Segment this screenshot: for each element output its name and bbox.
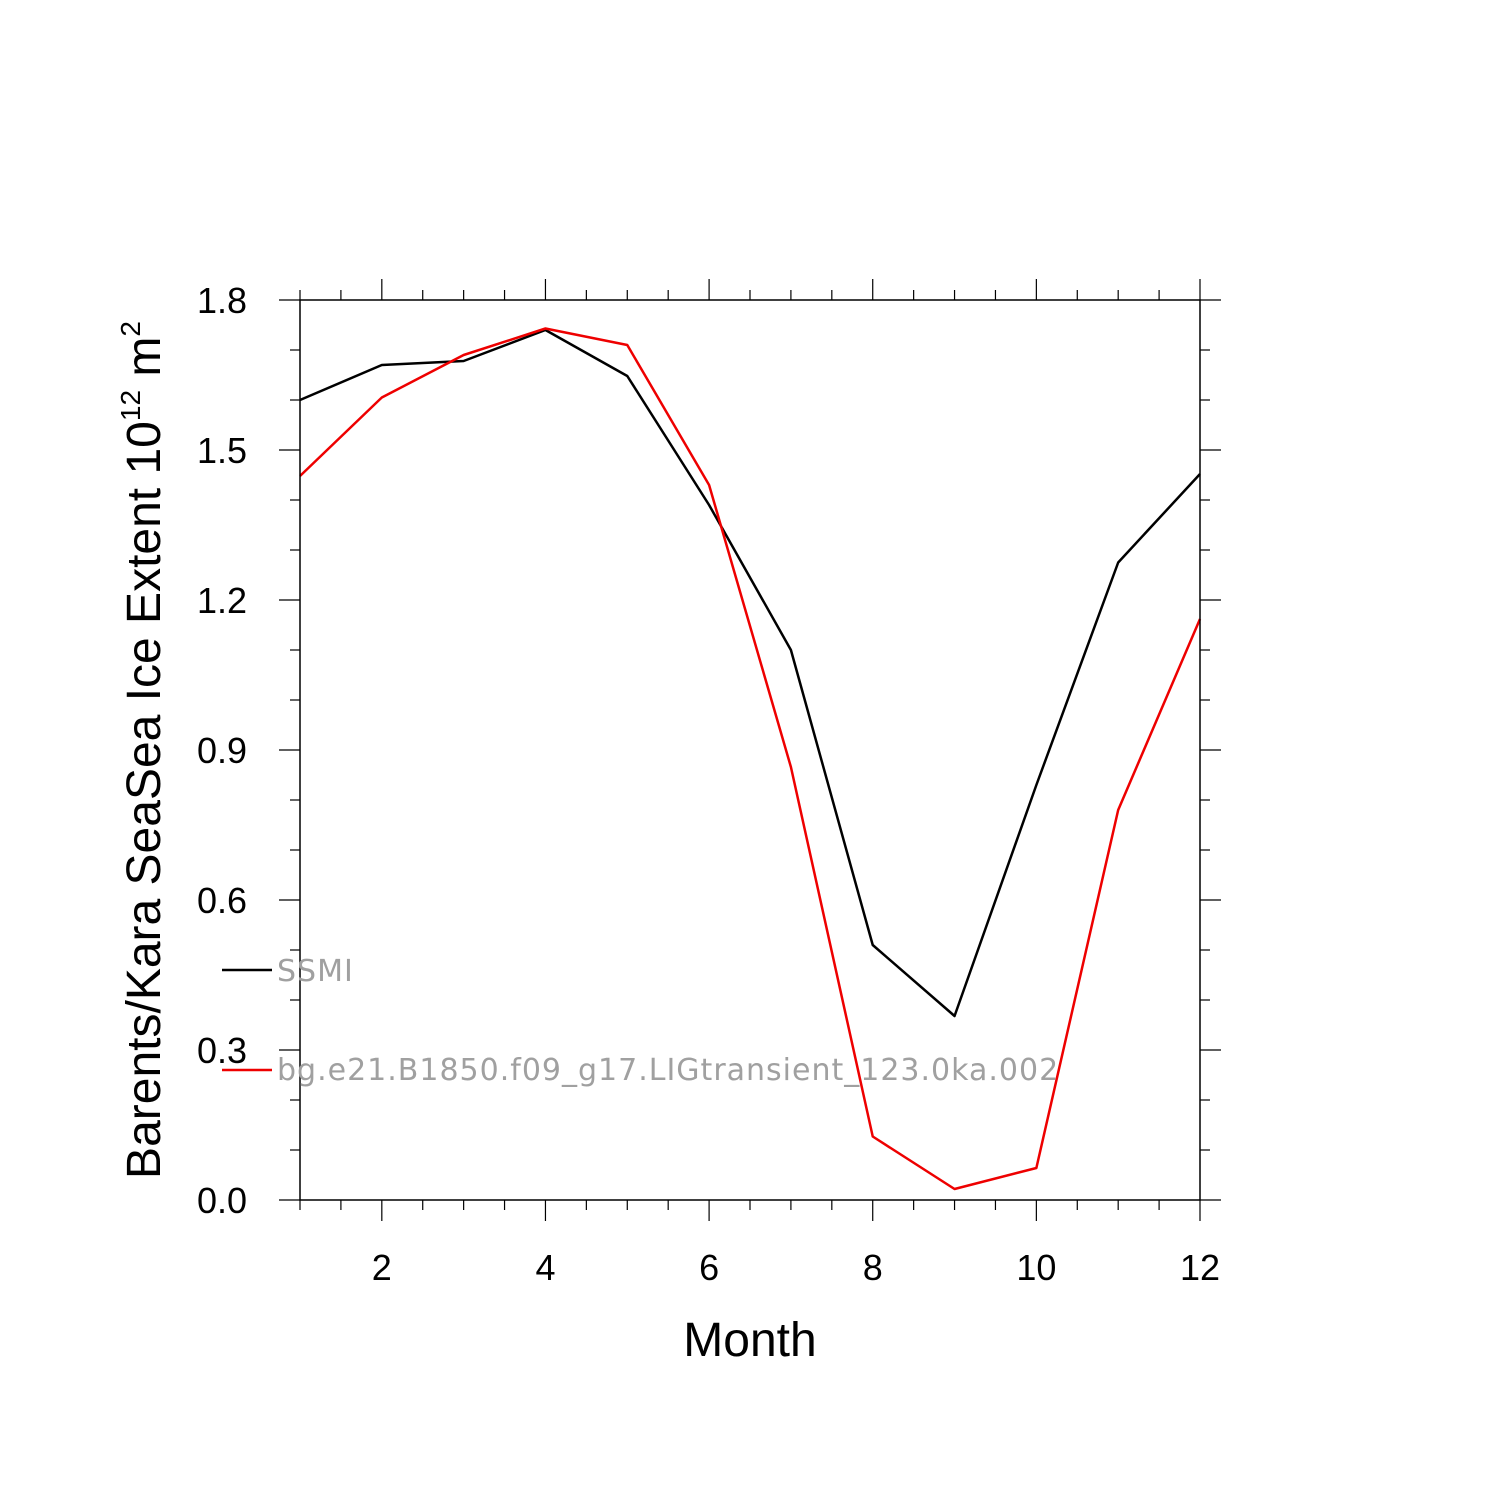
x-tick-label: 10 [1016,1247,1056,1288]
x-tick-label: 4 [535,1247,555,1288]
y-tick-label: 0.0 [197,1180,247,1221]
y-axis-title-unit: m [118,337,171,390]
x-tick-label: 2 [372,1247,392,1288]
y-axis-title-exponent: 12 [115,390,146,421]
x-axis-title: Month [683,1314,816,1367]
series-line-model [299,327,1202,1191]
y-tick-label: 0.3 [197,1030,247,1071]
series-lines [299,327,1202,1191]
y-tick-label: 1.2 [197,580,247,621]
y-axis-title-unit-exponent: 2 [115,321,146,337]
legend-label-ssmi: SSMI [277,954,354,989]
legend-label-model: bg.e21.B1850.f09_g17.LIGtransient_123.0k… [277,1053,1059,1088]
x-tick-label: 6 [699,1247,719,1288]
y-tick-label: 1.8 [197,280,247,321]
x-tick-label: 12 [1180,1247,1220,1288]
y-axis-title: Barents/Kara SeaSea Ice Extent 1012 m2 [115,321,171,1179]
tick-labels: 2 4 6 8 10 12 0.0 0.3 0.6 0.9 1.2 1.5 1.8 [197,280,1220,1288]
legend: SSMI bg.e21.B1850.f09_g17.LIGtransient_1… [222,954,1059,1088]
plot-frame [299,299,1201,1201]
y-tick-label: 0.6 [197,880,247,921]
y-axis-title-prefix: Barents/Kara SeaSea Ice Extent 10 [118,421,171,1179]
y-tick-label: 0.9 [197,730,247,771]
y-tick-label: 1.5 [197,430,247,471]
x-tick-label: 8 [863,1247,883,1288]
axis-ticks [279,279,1221,1221]
